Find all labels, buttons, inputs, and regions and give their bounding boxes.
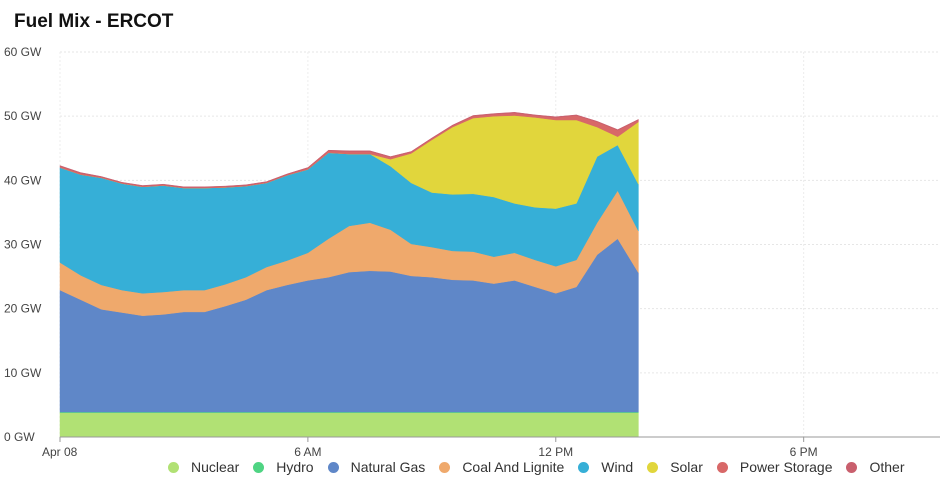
y-tick-label: 10 GW bbox=[4, 366, 42, 380]
x-tick-label: 6 AM bbox=[294, 445, 321, 459]
y-tick-label: 30 GW bbox=[4, 238, 42, 252]
legend-item-coal-and-lignite[interactable]: Coal And Lignite bbox=[439, 459, 564, 475]
legend-item-wind[interactable]: Wind bbox=[578, 459, 633, 475]
area-series-nuclear bbox=[59, 412, 639, 438]
y-tick-label: 20 GW bbox=[4, 302, 42, 316]
legend-label: Hydro bbox=[276, 459, 314, 475]
y-tick-label: 40 GW bbox=[4, 173, 42, 187]
legend-label: Nuclear bbox=[191, 459, 240, 475]
legend-item-nuclear[interactable]: Nuclear bbox=[168, 459, 239, 475]
legend-item-other[interactable]: Other bbox=[846, 459, 905, 475]
legend-swatch bbox=[327, 461, 339, 473]
x-tick-label: 6 PM bbox=[790, 445, 818, 459]
legend-swatch bbox=[439, 461, 451, 473]
y-tick-label: 50 GW bbox=[4, 109, 42, 123]
legend-item-power-storage[interactable]: Power Storage bbox=[716, 459, 833, 475]
legend-label: Natural Gas bbox=[350, 459, 426, 475]
legend-item-solar[interactable]: Solar bbox=[647, 459, 703, 475]
legend-item-hydro[interactable]: Hydro bbox=[253, 459, 314, 475]
y-tick-label: 0 GW bbox=[4, 430, 35, 444]
legend-swatch bbox=[846, 461, 858, 473]
legend-label: Wind bbox=[601, 459, 634, 475]
chart-legend: Nuclear Hydro Natural Gas Coal And Lignite W… bbox=[168, 459, 919, 475]
legend-label: Coal And Lignite bbox=[462, 459, 565, 475]
legend-swatch bbox=[253, 461, 265, 473]
legend-label: Power Storage bbox=[739, 459, 833, 475]
area-series-other bbox=[59, 112, 639, 188]
x-tick-label: Apr 08 bbox=[42, 445, 78, 459]
legend-swatch bbox=[168, 461, 179, 473]
legend-swatch bbox=[578, 461, 590, 473]
legend-swatch bbox=[716, 461, 728, 473]
x-tick-label: 12 PM bbox=[538, 445, 573, 459]
legend-label: Solar bbox=[670, 459, 703, 475]
legend-swatch bbox=[647, 461, 659, 473]
legend-item-natural-gas[interactable]: Natural Gas bbox=[327, 459, 426, 475]
chart-title: Fuel Mix - ERCOT bbox=[14, 11, 174, 32]
y-tick-label: 60 GW bbox=[4, 45, 42, 59]
legend-label: Other bbox=[869, 459, 905, 475]
